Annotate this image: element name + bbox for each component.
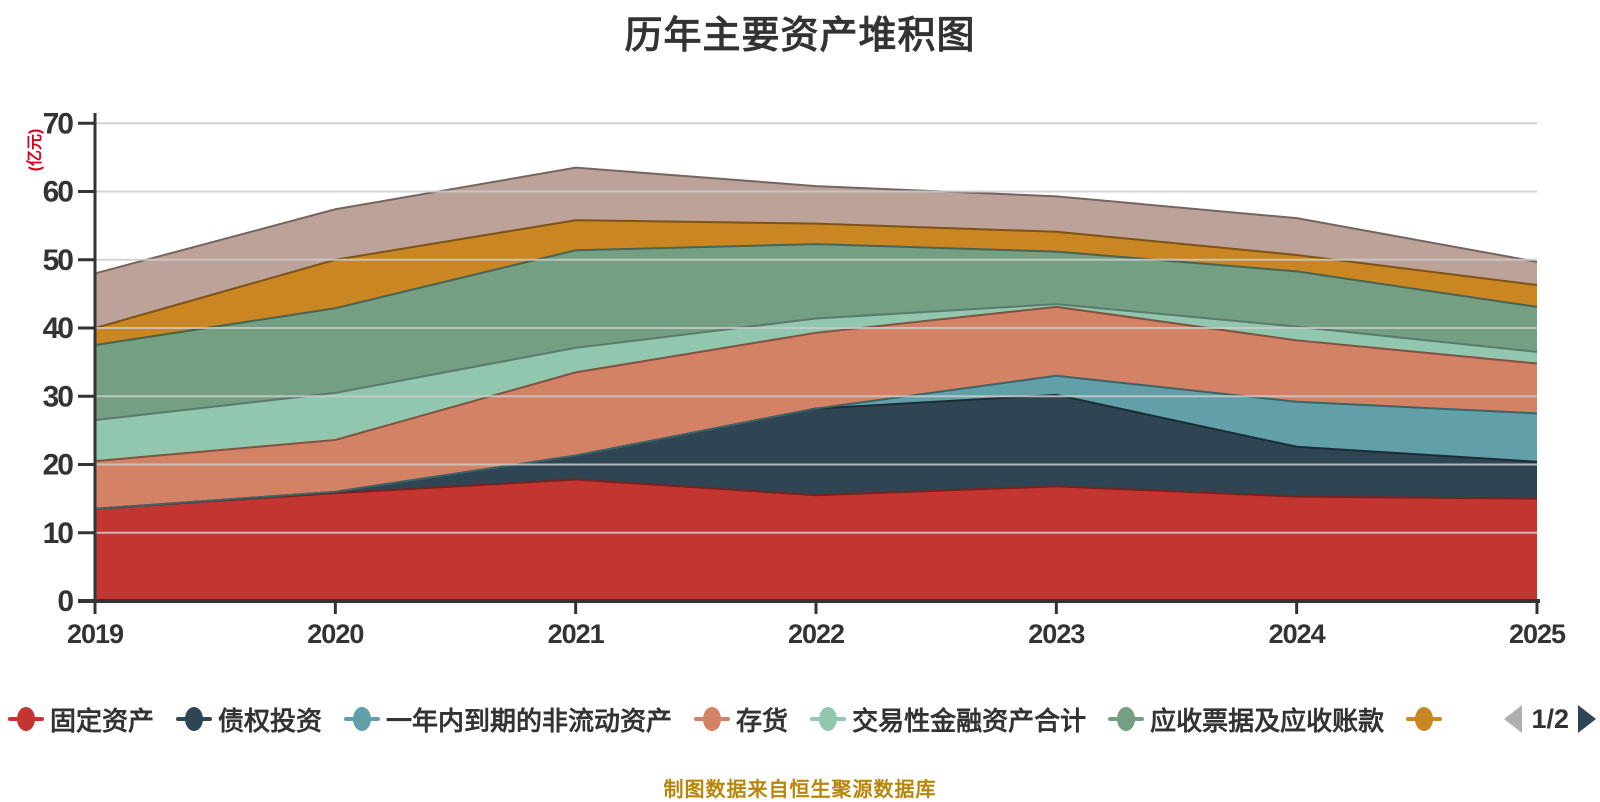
x-tick-label: 2023 xyxy=(1028,619,1085,649)
legend-item-应收票据及应收账款[interactable]: 应收票据及应收账款 xyxy=(1108,701,1384,738)
legend-label: 存货 xyxy=(736,705,789,736)
area-交易性金融资产合计[interactable] xyxy=(95,304,1537,462)
y-tick-label: 50 xyxy=(43,244,74,277)
legend-label: 债权投资 xyxy=(218,705,323,736)
legend-pagination: 1/2 xyxy=(1504,698,1596,740)
x-tick-label: 2019 xyxy=(67,619,124,649)
series-line xyxy=(94,166,1538,275)
legend-label: 一年内到期的非流动资产 xyxy=(386,705,673,736)
y-tick-label: 10 xyxy=(43,517,74,550)
legend-label: 交易性金融资产合计 xyxy=(852,705,1087,736)
chart-title: 历年主要资产堆积图 xyxy=(624,15,976,57)
y-tick-label: 0 xyxy=(57,585,73,618)
y-tick-label: 40 xyxy=(43,312,74,345)
y-tick-label: 60 xyxy=(43,176,74,209)
legend: 固定资产 债权投资 一年内到期的非流动资产 存货 交易性金融资产合计 应收票据及应收账款 xyxy=(8,698,1448,740)
legend-marker-icon xyxy=(1108,706,1145,732)
x-tick-label: 2025 xyxy=(1509,619,1566,649)
series-line xyxy=(94,478,1538,510)
legend-item-债权投资[interactable]: 债权投资 xyxy=(176,701,322,738)
area-固定资产[interactable] xyxy=(95,479,1537,601)
y-tick-label: 20 xyxy=(43,449,74,482)
legend-label: 固定资产 xyxy=(50,705,155,736)
series-line xyxy=(94,374,1538,510)
legend-item-一年内到期的非流动资产[interactable]: 一年内到期的非流动资产 xyxy=(344,701,672,738)
legend-prev-arrow-icon[interactable] xyxy=(1504,705,1523,733)
area-债权投资[interactable] xyxy=(95,394,1537,509)
legend-item-series-7[interactable] xyxy=(1406,706,1448,732)
legend-marker-icon xyxy=(344,706,381,732)
legend-marker-icon xyxy=(694,706,731,732)
data-source-caption: 制图数据来自恒生聚源数据库 xyxy=(663,779,937,801)
area-series-7[interactable] xyxy=(95,220,1537,346)
legend-item-交易性金融资产合计[interactable]: 交易性金融资产合计 xyxy=(810,701,1086,738)
area-应收票据及应收账款[interactable] xyxy=(95,244,1537,421)
legend-next-arrow-icon[interactable] xyxy=(1578,705,1596,733)
x-tick-label: 2020 xyxy=(307,619,363,649)
legend-marker-icon xyxy=(1406,706,1443,732)
series-line xyxy=(94,303,1538,422)
x-tick-label: 2022 xyxy=(788,619,844,649)
area-一年内到期的非流动资产[interactable] xyxy=(95,375,1537,509)
legend-label: 应收票据及应收账款 xyxy=(1150,705,1385,736)
legend-marker-icon xyxy=(8,706,44,732)
legend-page-indicator: 1/2 xyxy=(1531,703,1569,734)
y-tick-label: 30 xyxy=(43,380,74,413)
series-line xyxy=(94,305,1538,463)
y-tick-label: 70 xyxy=(43,107,74,140)
legend-item-固定资产[interactable]: 固定资产 xyxy=(8,701,154,738)
series-line xyxy=(94,243,1538,347)
legend-item-存货[interactable]: 存货 xyxy=(694,701,788,738)
legend-marker-icon xyxy=(176,706,213,732)
x-tick-label: 2024 xyxy=(1269,619,1326,649)
x-tick-label: 2021 xyxy=(548,619,605,649)
legend-marker-icon xyxy=(810,706,847,732)
